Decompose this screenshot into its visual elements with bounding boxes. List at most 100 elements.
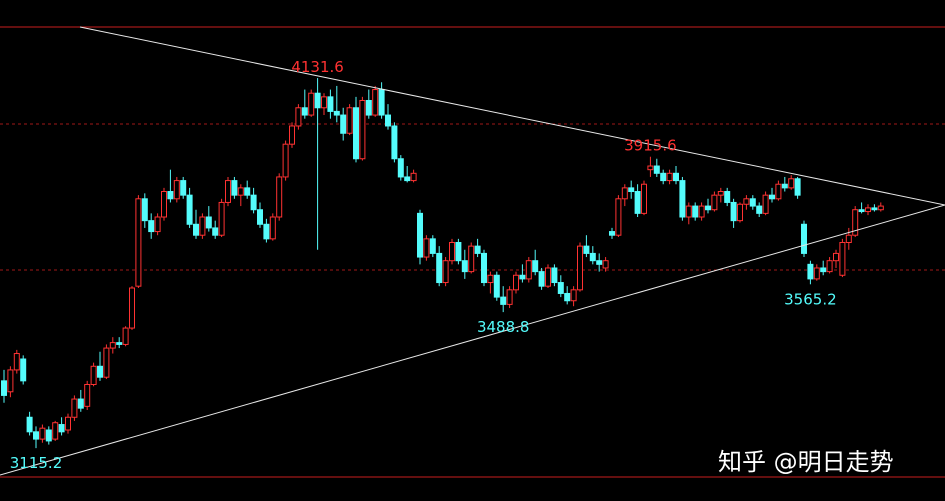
candle-body: [615, 198, 622, 236]
candle-body: [826, 260, 833, 273]
candle-body: [103, 347, 110, 378]
candle-body: [295, 107, 302, 127]
trend-line: [79, 26, 945, 206]
candle-body: [653, 165, 660, 174]
candle-body: [877, 205, 884, 211]
candle-body: [20, 358, 27, 382]
candle-body: [545, 267, 551, 287]
candle-body: [154, 216, 161, 233]
candle-body: [839, 241, 846, 276]
candle-body: [135, 198, 142, 287]
price-annotation: 3115.2: [10, 454, 63, 472]
candle-body: [404, 176, 411, 182]
candle-body: [84, 383, 91, 407]
candle-body: [717, 191, 724, 196]
candle-body: [391, 125, 398, 160]
candle-body: [557, 282, 564, 294]
candle-body: [570, 289, 577, 302]
candle-body: [660, 172, 667, 182]
candle-body: [276, 176, 283, 218]
candle-body: [378, 89, 385, 116]
candle-body: [289, 125, 295, 145]
candle-body: [385, 114, 391, 127]
candle-body: [801, 223, 807, 254]
candle-body: [513, 274, 519, 291]
candle-body: [506, 289, 513, 305]
candle-body: [871, 207, 878, 211]
candle-body: [193, 223, 199, 236]
candle-body: [225, 180, 231, 203]
candle-body: [807, 263, 814, 280]
candle-body: [781, 183, 788, 189]
candle-body: [769, 194, 775, 200]
candle-body: [493, 274, 500, 298]
candle-body: [865, 207, 871, 213]
candle-body: [257, 209, 263, 225]
price-annotation: 3915.6: [624, 137, 677, 155]
candle-body: [282, 143, 289, 178]
candle-body: [109, 342, 116, 349]
candle-body: [519, 274, 526, 280]
candle-body: [449, 241, 455, 262]
candle-body: [673, 172, 679, 182]
candle-body: [180, 180, 187, 196]
candle-body: [173, 180, 180, 200]
candle-body: [148, 220, 155, 233]
candle-body: [231, 180, 238, 196]
candle-body: [500, 296, 507, 305]
candle-body: [455, 241, 462, 262]
candle-body: [481, 252, 487, 284]
price-annotation: 3488.8: [477, 318, 530, 336]
price-annotation: 4131.6: [291, 58, 344, 76]
candle-body: [749, 198, 756, 207]
candle-body: [724, 191, 731, 203]
candle-body: [65, 416, 71, 431]
candle-body: [487, 274, 494, 284]
candle-body: [436, 252, 443, 284]
candle-body: [532, 260, 539, 273]
candle-body: [589, 252, 596, 262]
candle-body: [666, 172, 673, 182]
candle-body: [602, 260, 609, 269]
candle-body: [116, 342, 123, 345]
candle-body: [365, 99, 372, 116]
candle-body: [359, 99, 366, 160]
candle-body: [743, 198, 750, 205]
candle-body: [756, 205, 763, 214]
candle-body: [429, 238, 436, 254]
candle-body: [346, 107, 353, 134]
candle-body: [167, 191, 174, 200]
candle-body: [340, 114, 347, 134]
candle-body: [705, 205, 711, 211]
candle-body: [813, 267, 820, 280]
candle-body: [788, 178, 795, 189]
candle-body: [762, 194, 769, 214]
candle-body: [58, 424, 65, 433]
candle-body: [775, 183, 782, 200]
watermark: 知乎 @明日走势: [718, 448, 894, 476]
candle-body: [1, 380, 7, 396]
candle-body: [308, 92, 315, 116]
candle-body: [794, 178, 801, 196]
candle-body: [641, 183, 647, 214]
candle-body: [628, 187, 635, 193]
candle-body: [141, 198, 148, 222]
candle-body: [26, 416, 33, 433]
candle-body: [45, 429, 52, 442]
candle-body: [858, 209, 865, 213]
candle-body: [730, 201, 737, 222]
candle-body: [244, 187, 251, 196]
candle-body: [711, 194, 718, 211]
candle-body: [33, 431, 39, 440]
candle-body: [698, 205, 705, 218]
candle-body: [583, 245, 590, 254]
candle-body: [551, 267, 558, 284]
candle-body: [263, 223, 270, 240]
candle-body: [372, 89, 379, 116]
candle-body: [397, 158, 404, 178]
candle-body: [577, 245, 583, 291]
price-annotation: 3565.2: [784, 290, 837, 308]
candle-body: [474, 245, 481, 254]
candle-body: [737, 203, 743, 222]
